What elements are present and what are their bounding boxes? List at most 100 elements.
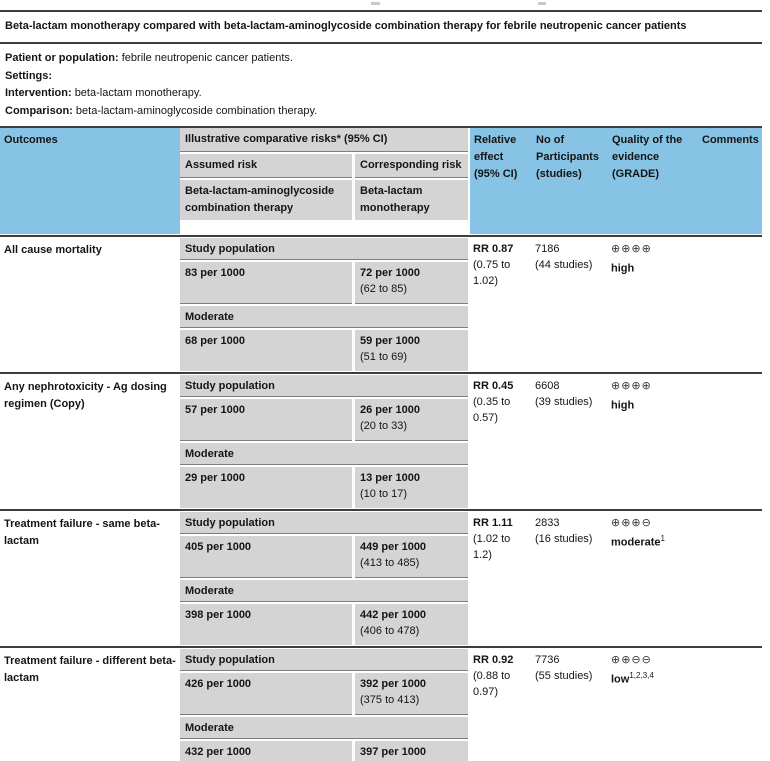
comments-cell: [698, 649, 762, 761]
assumed-risk-value: 57 per 1000: [180, 399, 352, 441]
header-relative-effect: Relative effect (95% CI): [470, 128, 532, 234]
study-population-values: 405 per 1000 449 per 1000 (413 to 485): [180, 536, 468, 578]
grade-footnote-ref: 1: [660, 534, 665, 543]
header-participants: No of Participants (studies): [532, 128, 608, 234]
corresponding-risk-value: 59 per 1000 (51 to 69): [355, 330, 468, 371]
participants-count: 2833: [535, 517, 560, 529]
risk-number: 397 per 1000: [360, 746, 427, 758]
clipped-header-remnant: [538, 2, 546, 5]
header-outcomes: Outcomes: [0, 128, 180, 234]
corresponding-risk-value: 13 per 1000 (10 to 17): [355, 467, 468, 508]
relative-effect-ci: (0.88 to 0.97): [473, 670, 511, 698]
header-quality: Quality of the evidence (GRADE): [608, 128, 698, 234]
risk-number: 405 per 1000: [185, 541, 252, 553]
risk-number: 398 per 1000: [185, 609, 252, 621]
moderate-values: 432 per 1000 397 per 1000(380 to 419): [180, 741, 468, 761]
header-monotherapy: Beta-lactam monotherapy: [355, 180, 468, 220]
risk-ci: (413 to 485): [360, 557, 420, 569]
corresponding-risk-value: 397 per 1000(380 to 419): [355, 741, 468, 761]
moderate-bar: Moderate: [180, 306, 468, 328]
risk-number: 57 per 1000: [185, 404, 245, 416]
risk-number: 29 per 1000: [185, 472, 245, 484]
study-population-bar: Study population: [180, 238, 468, 260]
outcome-row-treatment-failure-different: Treatment failure - different beta-lacta…: [0, 649, 762, 761]
assumed-risk-value: 68 per 1000: [180, 330, 352, 371]
risk-number: 72 per 1000: [360, 267, 420, 279]
meta-value: beta-lactam-aminoglycoside combination t…: [75, 104, 318, 117]
meta-label: Settings:: [5, 69, 53, 82]
assumed-risk-value: 398 per 1000: [180, 604, 352, 645]
header-risk-subrow: Assumed risk Corresponding risk: [180, 154, 468, 178]
risks-cells: Study population 426 per 1000 392 per 10…: [180, 649, 470, 761]
meta-value: beta-lactam monotherapy.: [74, 87, 202, 99]
study-population-values: 57 per 1000 26 per 1000 (20 to 33): [180, 399, 468, 441]
study-population-values: 426 per 1000 392 per 1000 (375 to 413): [180, 673, 468, 715]
header-risks-group: Illustrative comparative risks* (95% CI)…: [180, 128, 470, 234]
corresponding-risk-value: 449 per 1000 (413 to 485): [355, 536, 468, 578]
grade-symbols: ⊕⊕⊕⊕: [611, 379, 652, 392]
relative-effect-cell: RR 1.11 (1.02 to 1.2): [470, 512, 532, 645]
relative-effect-ci: (0.75 to 1.02): [473, 259, 511, 287]
divider: [0, 42, 762, 44]
corresponding-risk-value: 392 per 1000 (375 to 413): [355, 673, 468, 715]
participants-cell: 7186 (44 studies): [532, 238, 608, 371]
moderate-values: 398 per 1000 442 per 1000 (406 to 478): [180, 604, 468, 645]
relative-effect: RR 0.92: [473, 654, 514, 666]
participants-cell: 6608 (39 studies): [532, 375, 608, 508]
header-comments: Comments: [698, 128, 762, 234]
risk-number: 449 per 1000: [360, 541, 427, 553]
grade-symbols: ⊕⊕⊕⊕: [611, 242, 652, 255]
meta-settings: Settings:: [5, 68, 765, 86]
divider: [0, 646, 762, 648]
assumed-risk-value: 426 per 1000: [180, 673, 352, 715]
risk-ci: (20 to 33): [360, 420, 408, 432]
moderate-values: 29 per 1000 13 per 1000 (10 to 17): [180, 467, 468, 508]
participants-count: 7736: [535, 654, 560, 666]
assumed-risk-value: 405 per 1000: [180, 536, 352, 578]
relative-effect-cell: RR 0.45 (0.35 to 0.57): [470, 375, 532, 508]
moderate-values: 68 per 1000 59 per 1000 (51 to 69): [180, 330, 468, 371]
quality-cell: ⊕⊕⊕⊖ moderate1: [608, 512, 698, 645]
quality-cell: ⊕⊕⊕⊕ high: [608, 375, 698, 508]
divider: [0, 235, 762, 237]
risk-ci: (51 to 69): [360, 351, 408, 363]
outcome-row-all-cause-mortality: All cause mortality Study population 83 …: [0, 238, 762, 371]
header-therapy-subrow: Beta-lactam-aminoglycoside combination t…: [180, 180, 468, 220]
risk-number: 59 per 1000: [360, 335, 420, 347]
corresponding-risk-value: 72 per 1000 (62 to 85): [355, 262, 468, 304]
participants-cell: 7736 (55 studies): [532, 649, 608, 761]
relative-effect-cell: RR 0.92 (0.88 to 0.97): [470, 649, 532, 761]
study-population-values: 83 per 1000 72 per 1000 (62 to 85): [180, 262, 468, 304]
risks-cells: Study population 405 per 1000 449 per 10…: [180, 512, 470, 645]
study-population-bar: Study population: [180, 375, 468, 397]
meta-value: febrile neutropenic cancer patients.: [121, 52, 293, 64]
risk-number: 83 per 1000: [185, 267, 245, 279]
outcome-name: All cause mortality: [4, 244, 102, 256]
corresponding-risk-value: 26 per 1000 (20 to 33): [355, 399, 468, 441]
participants-count: 7186: [535, 243, 560, 255]
assumed-risk-value: 83 per 1000: [180, 262, 352, 304]
relative-effect: RR 1.11: [473, 517, 513, 529]
meta-patient-population: Patient or population: febrile neutropen…: [5, 50, 765, 68]
meta-label: Intervention:: [5, 87, 72, 99]
relative-effect-cell: RR 0.87 (0.75 to 1.02): [470, 238, 532, 371]
grade-label-text: moderate: [611, 536, 661, 549]
corresponding-risk-value: 442 per 1000 (406 to 478): [355, 604, 468, 645]
participants-count: 6608: [535, 380, 560, 392]
grade-symbols: ⊕⊕⊕⊖: [611, 516, 652, 529]
risks-cells: Study population 57 per 1000 26 per 1000…: [180, 375, 470, 508]
relative-effect: RR 0.45: [473, 380, 514, 392]
grade-label: low1,2,3,4: [611, 668, 696, 688]
outcome-name: Treatment failure - different beta-lacta…: [4, 655, 176, 684]
comments-cell: [698, 512, 762, 645]
study-population-bar: Study population: [180, 512, 468, 534]
divider: [0, 126, 762, 128]
outcome-row-treatment-failure-same: Treatment failure - same beta-lactam Stu…: [0, 512, 762, 645]
sof-table: Outcomes Illustrative comparative risks*…: [0, 128, 762, 761]
risk-number: 432 per 1000: [185, 746, 252, 758]
grade-symbols: ⊕⊕⊖⊖: [611, 653, 652, 666]
grade-label: high: [611, 257, 696, 277]
risk-ci: (10 to 17): [360, 488, 408, 500]
header-illustrative-risks: Illustrative comparative risks* (95% CI): [180, 128, 468, 152]
divider: [0, 10, 762, 12]
